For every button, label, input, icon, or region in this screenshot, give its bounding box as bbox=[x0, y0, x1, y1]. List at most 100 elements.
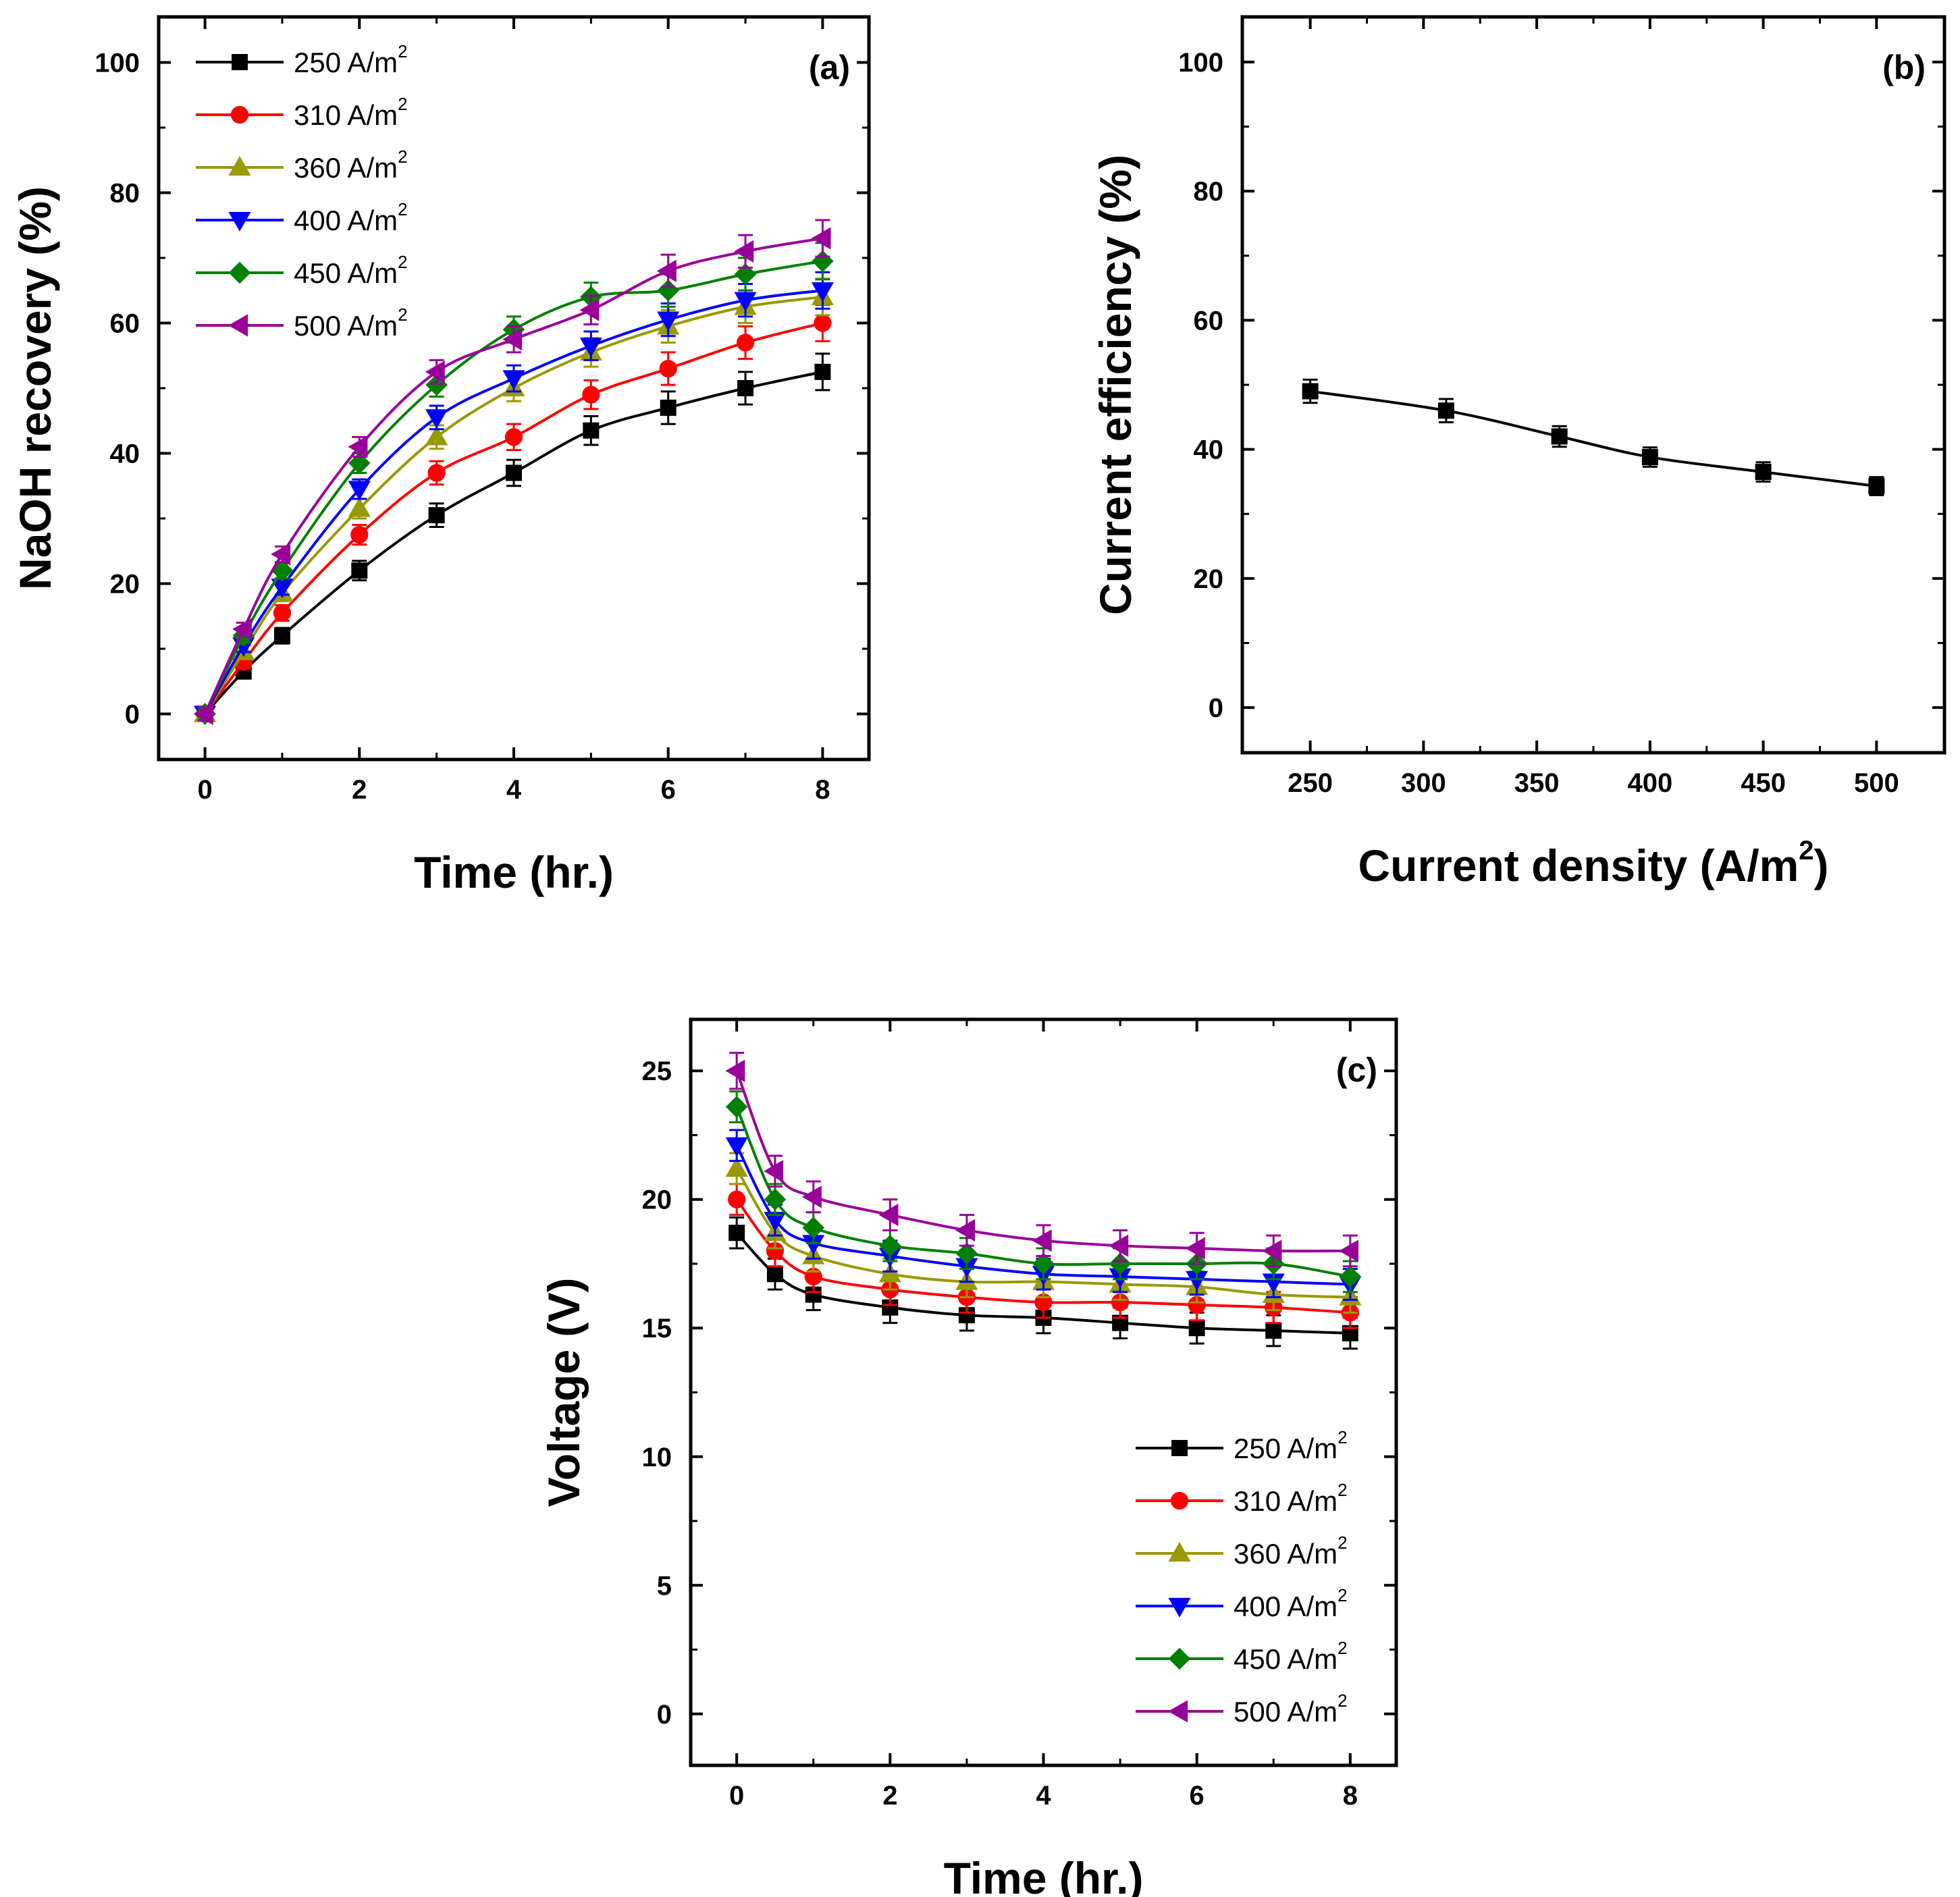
data-point bbox=[348, 435, 368, 458]
label-text: 500 A/m bbox=[1234, 1696, 1337, 1728]
data-point bbox=[811, 282, 834, 302]
data-point bbox=[734, 240, 754, 263]
superscript: 2 bbox=[398, 41, 407, 61]
legend-item: 250 A/m2 bbox=[196, 41, 408, 78]
legend-label: 360 A/m2 bbox=[1234, 1532, 1348, 1570]
data-point bbox=[1755, 464, 1772, 481]
superscript: 2 bbox=[1337, 1690, 1347, 1711]
data-point bbox=[506, 464, 522, 481]
legend-item: 310 A/m2 bbox=[196, 94, 408, 131]
superscript: 2 bbox=[398, 304, 407, 325]
series-line bbox=[735, 1167, 1350, 1299]
data-point bbox=[1185, 1237, 1205, 1260]
label-text: 360 A/m bbox=[294, 152, 398, 184]
data-point bbox=[502, 328, 523, 351]
label-text: 250 A/m bbox=[294, 47, 398, 78]
legend-label: 400 A/m2 bbox=[1234, 1585, 1348, 1622]
legend-marker bbox=[1168, 1597, 1191, 1618]
legend-marker bbox=[228, 314, 248, 337]
data-point bbox=[582, 385, 600, 404]
label-text: Time (hr.) bbox=[944, 1853, 1144, 1897]
legend-item: 400 A/m2 bbox=[196, 199, 408, 236]
legend-item: 250 A/m2 bbox=[1136, 1427, 1348, 1464]
legend-label: 360 A/m2 bbox=[294, 146, 408, 184]
legend-item: 500 A/m2 bbox=[1136, 1690, 1348, 1728]
x-tick-label: 250 bbox=[1288, 768, 1333, 798]
data-point bbox=[232, 618, 252, 641]
superscript: 2 bbox=[398, 199, 407, 219]
series-1 bbox=[196, 352, 831, 722]
data-point bbox=[351, 562, 368, 579]
legend-marker bbox=[1168, 1700, 1188, 1723]
label-text: 450 A/m bbox=[294, 257, 398, 289]
x-tick-label: 500 bbox=[1854, 768, 1899, 798]
data-point bbox=[425, 425, 448, 446]
y-axis-title: Voltage (V) bbox=[539, 1278, 589, 1507]
legend-item: 310 A/m2 bbox=[1136, 1480, 1348, 1517]
data-point bbox=[1339, 1265, 1362, 1288]
legend-label: 310 A/m2 bbox=[294, 94, 408, 131]
data-point bbox=[725, 1096, 748, 1118]
x-axis-title: Time (hr.) bbox=[944, 1853, 1144, 1897]
data-point bbox=[657, 311, 680, 331]
x-axis-title: Time (hr.) bbox=[414, 847, 614, 897]
label-text: 250 A/m bbox=[1234, 1433, 1337, 1464]
legend-marker bbox=[230, 105, 249, 124]
y-tick-label: 15 bbox=[642, 1314, 672, 1343]
data-point bbox=[725, 1059, 745, 1082]
y-tick-label: 60 bbox=[110, 309, 140, 339]
data-point bbox=[348, 497, 371, 517]
data-point bbox=[273, 604, 292, 622]
label-text: 360 A/m bbox=[1234, 1538, 1337, 1570]
data-point bbox=[1868, 478, 1885, 495]
legend-label: 250 A/m2 bbox=[294, 41, 408, 78]
panel-tag: (a) bbox=[809, 49, 850, 86]
legend-item: 500 A/m2 bbox=[196, 304, 408, 342]
legend-marker bbox=[1168, 1647, 1191, 1670]
data-point bbox=[425, 409, 448, 429]
data-point bbox=[814, 363, 831, 380]
data-point bbox=[428, 507, 445, 524]
data-point bbox=[811, 227, 831, 250]
data-point bbox=[728, 1190, 746, 1208]
data-point bbox=[1437, 402, 1454, 419]
x-tick-label: 8 bbox=[1343, 1781, 1358, 1811]
label-text: 500 A/m bbox=[294, 310, 398, 342]
legend-marker bbox=[228, 261, 251, 284]
data-point bbox=[579, 298, 600, 321]
label-text: 450 A/m bbox=[1234, 1643, 1337, 1675]
data-point bbox=[350, 526, 369, 544]
label-text: 400 A/m bbox=[294, 205, 398, 236]
series-line bbox=[735, 1070, 1350, 1253]
x-tick-label: 6 bbox=[661, 775, 676, 805]
data-point bbox=[502, 370, 525, 390]
series-6 bbox=[725, 1052, 1358, 1268]
legend-marker bbox=[228, 211, 251, 232]
data-point bbox=[725, 1137, 748, 1157]
superscript: 2 bbox=[398, 94, 407, 114]
series-line bbox=[735, 1144, 1350, 1286]
data-point bbox=[271, 543, 291, 566]
legend-marker bbox=[232, 54, 248, 70]
data-point bbox=[734, 263, 757, 286]
label-text: 400 A/m bbox=[1234, 1591, 1337, 1622]
y-tick-label: 25 bbox=[642, 1057, 672, 1086]
legend-item: 450 A/m2 bbox=[1136, 1638, 1348, 1675]
legend-label: 450 A/m2 bbox=[294, 252, 408, 289]
y-axis-title: NaOH recovery (%) bbox=[10, 186, 60, 590]
data-point bbox=[656, 259, 677, 282]
series-line bbox=[203, 289, 823, 715]
data-point bbox=[955, 1242, 978, 1265]
data-point bbox=[348, 452, 371, 475]
data-point bbox=[801, 1185, 822, 1208]
plot-frame bbox=[1240, 15, 1946, 755]
data-point bbox=[427, 464, 446, 482]
series-6 bbox=[193, 219, 831, 726]
series-line bbox=[203, 295, 823, 715]
y-tick-label: 0 bbox=[125, 699, 140, 729]
legend-label: 450 A/m2 bbox=[1234, 1638, 1348, 1675]
legend-item: 450 A/m2 bbox=[196, 252, 408, 289]
data-point bbox=[1641, 449, 1658, 466]
